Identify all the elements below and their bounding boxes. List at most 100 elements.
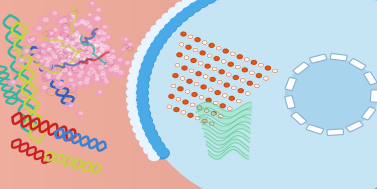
Circle shape (64, 53, 72, 60)
Circle shape (47, 40, 54, 45)
Circle shape (25, 38, 34, 45)
Circle shape (89, 14, 91, 16)
Circle shape (79, 46, 82, 48)
Circle shape (135, 73, 150, 84)
Circle shape (88, 40, 91, 42)
Circle shape (91, 2, 93, 4)
Circle shape (87, 51, 97, 58)
Circle shape (208, 88, 213, 92)
FancyBboxPatch shape (364, 72, 377, 85)
Circle shape (66, 53, 69, 56)
Circle shape (198, 61, 203, 65)
Circle shape (139, 109, 150, 118)
Circle shape (60, 57, 70, 65)
Circle shape (211, 112, 216, 115)
Circle shape (218, 114, 223, 118)
Circle shape (73, 67, 78, 71)
Circle shape (119, 71, 123, 74)
Circle shape (62, 47, 74, 55)
Circle shape (72, 55, 77, 59)
Circle shape (141, 0, 377, 189)
FancyBboxPatch shape (285, 96, 295, 108)
Circle shape (273, 69, 277, 73)
Circle shape (129, 43, 132, 46)
Circle shape (69, 51, 81, 61)
Circle shape (92, 41, 104, 50)
Circle shape (55, 37, 66, 46)
Circle shape (59, 72, 62, 74)
Circle shape (51, 38, 54, 41)
Circle shape (106, 54, 118, 62)
Circle shape (74, 73, 83, 80)
Circle shape (8, 80, 17, 86)
Circle shape (84, 39, 92, 45)
Circle shape (210, 77, 215, 81)
FancyBboxPatch shape (346, 121, 363, 132)
Circle shape (102, 56, 112, 63)
Circle shape (68, 46, 72, 49)
Circle shape (70, 42, 73, 44)
Circle shape (197, 106, 202, 110)
Circle shape (53, 43, 65, 52)
Circle shape (71, 19, 75, 22)
Circle shape (84, 23, 87, 26)
Circle shape (126, 42, 133, 48)
Circle shape (95, 53, 100, 57)
Circle shape (237, 55, 242, 59)
Circle shape (52, 40, 57, 44)
Circle shape (189, 3, 200, 11)
Circle shape (186, 45, 191, 49)
Circle shape (222, 94, 227, 97)
Circle shape (58, 57, 66, 62)
Circle shape (245, 92, 250, 95)
Circle shape (76, 33, 78, 35)
Circle shape (201, 0, 216, 3)
Circle shape (162, 13, 173, 22)
Circle shape (64, 44, 74, 52)
Circle shape (68, 61, 77, 67)
Circle shape (78, 45, 86, 50)
Circle shape (195, 38, 200, 42)
Circle shape (92, 72, 99, 78)
Circle shape (101, 71, 105, 74)
Circle shape (96, 46, 106, 54)
Circle shape (156, 19, 167, 27)
Circle shape (68, 46, 75, 51)
Circle shape (142, 38, 153, 47)
Circle shape (80, 45, 85, 48)
Circle shape (183, 100, 188, 104)
Circle shape (96, 57, 100, 60)
Circle shape (21, 48, 31, 56)
Circle shape (182, 0, 194, 5)
Circle shape (47, 37, 55, 43)
Circle shape (41, 50, 45, 53)
Circle shape (72, 13, 75, 16)
Circle shape (62, 69, 67, 72)
Circle shape (83, 59, 93, 67)
Circle shape (200, 51, 205, 55)
Circle shape (264, 77, 268, 80)
Circle shape (75, 18, 87, 27)
Circle shape (151, 42, 162, 50)
Circle shape (144, 146, 155, 154)
Circle shape (33, 25, 43, 33)
Circle shape (190, 0, 201, 1)
Circle shape (201, 85, 206, 89)
Circle shape (52, 48, 65, 58)
Circle shape (162, 21, 177, 33)
Circle shape (72, 62, 75, 64)
Circle shape (106, 53, 110, 56)
Circle shape (187, 79, 192, 83)
Circle shape (47, 57, 52, 61)
Circle shape (221, 60, 226, 63)
Circle shape (93, 42, 96, 44)
Circle shape (95, 46, 106, 54)
Circle shape (41, 71, 53, 80)
Circle shape (77, 57, 79, 58)
Circle shape (102, 80, 110, 86)
Circle shape (65, 40, 77, 49)
Circle shape (55, 36, 64, 42)
Circle shape (84, 47, 88, 50)
Circle shape (57, 38, 60, 41)
Circle shape (191, 59, 196, 62)
